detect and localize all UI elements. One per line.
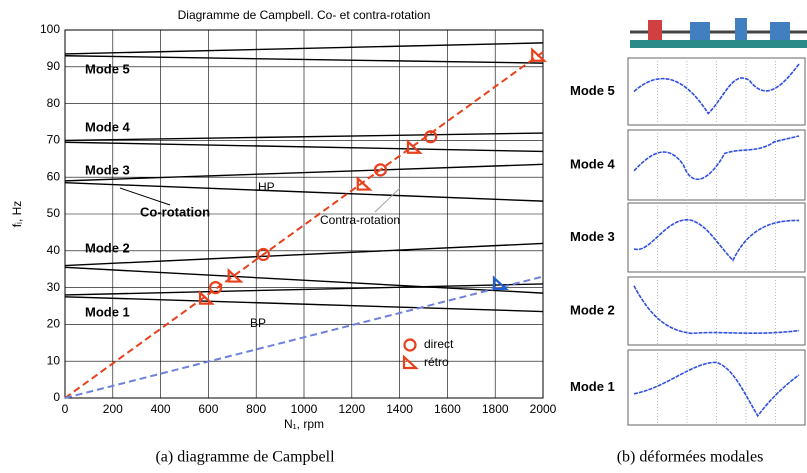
x-axis-label: N₁, rpm bbox=[284, 417, 324, 431]
y-tick-label: 50 bbox=[47, 206, 61, 220]
caption: (a) diagramme de Campbell bbox=[155, 449, 335, 466]
series-line bbox=[64, 242, 544, 267]
series-line bbox=[64, 141, 544, 153]
x-tick-label: 1600 bbox=[434, 402, 461, 416]
marker bbox=[208, 281, 223, 295]
y-tick-label: 40 bbox=[47, 243, 61, 257]
series-line bbox=[64, 55, 544, 64]
series-line bbox=[64, 42, 544, 55]
annotation: Contra-rotation bbox=[320, 213, 400, 227]
x-tick-label: 800 bbox=[246, 402, 266, 416]
annotation-arrow bbox=[374, 187, 401, 213]
mode-shape-curve bbox=[633, 285, 800, 335]
annotation-arrow bbox=[119, 187, 171, 206]
y-tick-label: 20 bbox=[47, 317, 61, 331]
marker bbox=[256, 247, 270, 262]
legend-label: direct bbox=[424, 337, 454, 351]
marker bbox=[356, 176, 373, 191]
x-tick-label: 200 bbox=[103, 402, 123, 416]
x-tick-label: 1200 bbox=[338, 402, 365, 416]
mode-label: Mode 4 bbox=[570, 156, 616, 171]
marker bbox=[424, 130, 438, 144]
legend-label: rétro bbox=[424, 355, 449, 369]
y-axis-label: fᵢ, Hz bbox=[10, 201, 24, 228]
y-tick-label: 80 bbox=[47, 96, 61, 110]
x-tick-label: 2000 bbox=[530, 402, 557, 416]
marker bbox=[227, 268, 244, 283]
y-tick-label: 70 bbox=[47, 133, 61, 147]
chart-title: Diagramme de Campbell. Co- et contra-rot… bbox=[178, 8, 431, 22]
rotor-sketch bbox=[630, 18, 807, 48]
annotation: Mode 3 bbox=[85, 162, 130, 177]
mode-shape-curve bbox=[633, 63, 800, 115]
mode-label: Mode 2 bbox=[570, 302, 615, 317]
x-tick-label: 1400 bbox=[386, 402, 413, 416]
marker bbox=[531, 47, 548, 62]
y-tick-label: 90 bbox=[47, 59, 61, 73]
annotation: Mode 5 bbox=[85, 61, 130, 76]
annotation: Mode 1 bbox=[85, 304, 130, 319]
mode-shape-frame bbox=[627, 202, 806, 273]
x-tick-label: 0 bbox=[62, 402, 69, 416]
y-tick-label: 100 bbox=[40, 22, 60, 36]
marker bbox=[402, 354, 419, 370]
y-tick-label: 10 bbox=[47, 353, 61, 367]
marker bbox=[198, 290, 215, 305]
series-line bbox=[64, 275, 544, 399]
mode-shape-curve bbox=[633, 361, 800, 418]
x-tick-label: 600 bbox=[198, 402, 218, 416]
annotation: Mode 4 bbox=[85, 119, 131, 134]
y-tick-label: 0 bbox=[53, 390, 60, 404]
marker bbox=[406, 139, 423, 154]
x-tick-label: 1800 bbox=[482, 402, 509, 416]
caption: (b) déformées modales bbox=[617, 449, 764, 466]
x-tick-label: 400 bbox=[151, 402, 171, 416]
series-line bbox=[64, 296, 544, 313]
series-line bbox=[64, 266, 544, 294]
mode-shape-curve bbox=[633, 135, 800, 181]
series-line bbox=[64, 182, 544, 202]
y-tick-label: 60 bbox=[47, 169, 61, 183]
series-line bbox=[64, 163, 544, 182]
marker bbox=[373, 163, 388, 177]
annotation: Co-rotation bbox=[140, 204, 210, 219]
plot-frame bbox=[64, 29, 544, 399]
mode-label: Mode 5 bbox=[570, 83, 615, 98]
marker bbox=[492, 275, 509, 291]
mode-label: Mode 3 bbox=[570, 229, 615, 244]
x-tick-label: 1000 bbox=[291, 402, 318, 416]
annotation: Mode 2 bbox=[85, 240, 130, 255]
mode-shape-curve bbox=[633, 219, 800, 262]
mode-label: Mode 1 bbox=[570, 379, 615, 394]
annotation: HP bbox=[258, 180, 275, 194]
series-line bbox=[64, 132, 544, 142]
marker bbox=[403, 338, 417, 352]
series-line bbox=[64, 283, 544, 296]
y-tick-label: 30 bbox=[47, 280, 61, 294]
annotation: BP bbox=[250, 316, 266, 330]
